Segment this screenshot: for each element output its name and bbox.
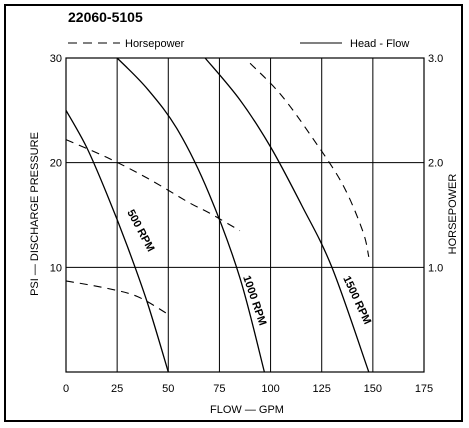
- chart-frame: [4, 4, 463, 422]
- y-axis-label-right: HORSEPOWER: [447, 174, 459, 255]
- y-axis-label-left: PSI — DISCHARGE PRESSURE: [29, 132, 41, 296]
- legend-horsepower-label: Horsepower: [125, 38, 185, 50]
- x-tick-label: 175: [415, 383, 433, 395]
- legend-headflow-label: Head - Flow: [350, 38, 409, 50]
- curve-label-1000-rpm: 1000 RPM: [240, 274, 268, 327]
- head-flow-line: [116, 57, 266, 373]
- horsepower-line: [249, 62, 370, 258]
- x-axis-label: FLOW — GPM: [210, 404, 284, 416]
- head-flow-line: [65, 109, 169, 373]
- head-flow-line: [204, 57, 370, 373]
- y-tick-label-right: 2.0: [428, 158, 443, 170]
- horsepower-line: [65, 139, 241, 232]
- x-tick-label: 150: [364, 383, 382, 395]
- x-tick-label: 100: [261, 383, 279, 395]
- x-tick-label: 25: [111, 383, 123, 395]
- horsepower-line: [65, 280, 169, 315]
- chart-title: 22060-5105: [68, 9, 143, 25]
- x-tick-labels: 0 25 50 75 100 125 150 175: [63, 383, 433, 395]
- y-tick-labels-right: 1.0 2.0 3.0: [428, 53, 443, 274]
- y-tick-label-right: 1.0: [428, 262, 443, 274]
- y-tick-label-left: 10: [50, 262, 62, 274]
- plot-border: [65, 57, 425, 373]
- series-lines: [65, 57, 370, 373]
- y-tick-label-left: 30: [50, 53, 62, 65]
- y-tick-labels-left: 10 20 30: [50, 53, 62, 274]
- x-tick-label: 50: [162, 383, 174, 395]
- x-tick-label: 125: [313, 383, 331, 395]
- curve-label-1500-rpm: 1500 RPM: [340, 274, 373, 326]
- curve-label-500-rpm: 500 RPM: [124, 208, 156, 254]
- y-tick-label-right: 3.0: [428, 53, 443, 65]
- x-tick-label: 75: [213, 383, 225, 395]
- grid: [65, 57, 425, 373]
- legend: Horsepower Head - Flow: [68, 38, 409, 50]
- y-tick-label-left: 20: [50, 158, 62, 170]
- x-tick-label: 0: [63, 383, 69, 395]
